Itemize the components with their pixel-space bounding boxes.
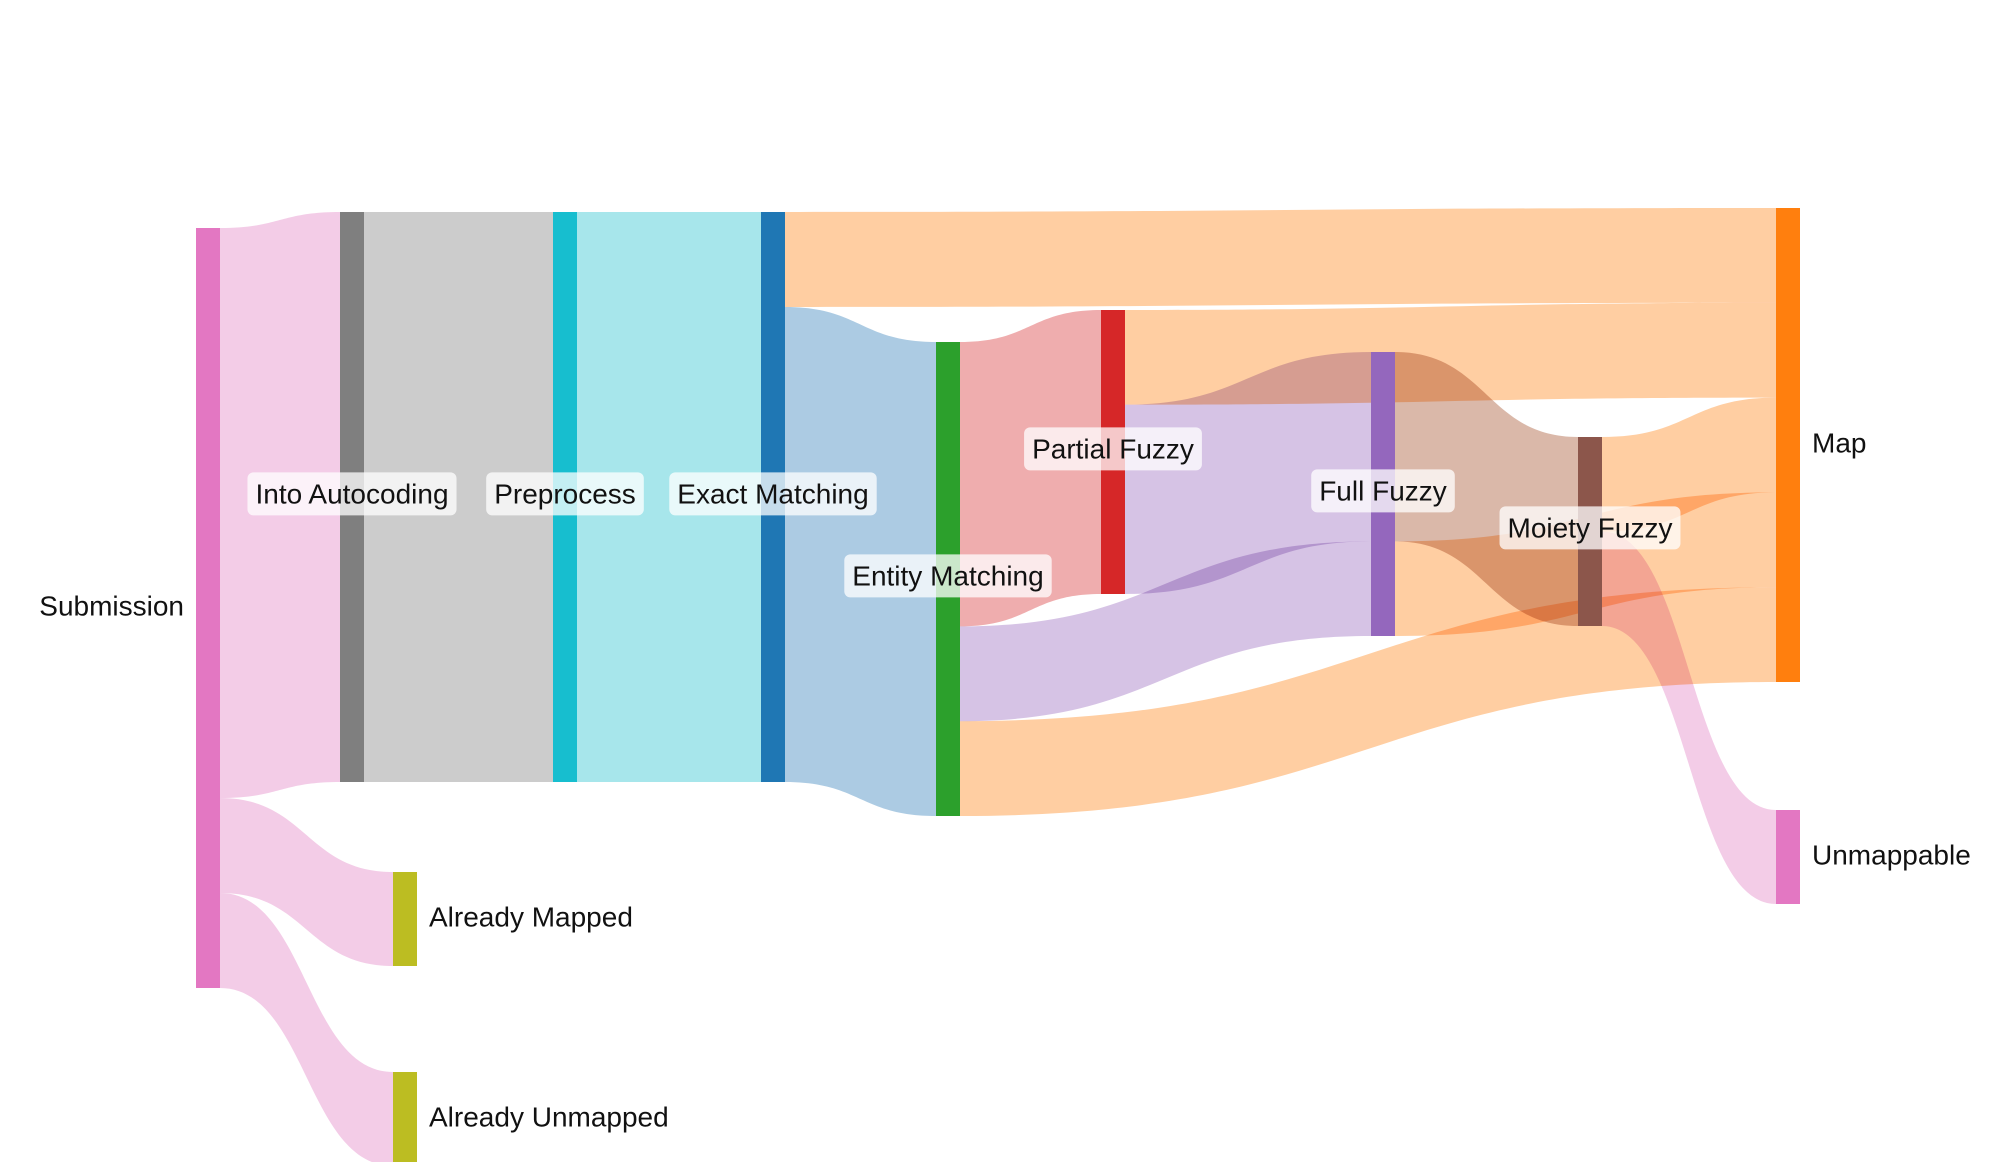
link-exact_matching-to-map[interactable]	[785, 208, 1776, 307]
link-moiety_fuzzy-to-map[interactable]	[1602, 397, 1776, 532]
link-moiety_fuzzy-to-unmappable[interactable]	[1602, 531, 1776, 905]
node-label-entity-matching: Entity Matching	[852, 560, 1043, 591]
node-label-background	[1311, 469, 1455, 513]
node-label-already-mapped: Already Mapped	[429, 901, 633, 932]
node-already-unmapped[interactable]	[393, 1072, 417, 1162]
node-label-background	[1499, 506, 1681, 550]
node-label-partial-fuzzy: Partial Fuzzy	[1032, 433, 1194, 464]
link-partial_fuzzy-to-full_fuzzy[interactable]	[1125, 352, 1371, 594]
sankey-nodes	[196, 208, 1800, 1162]
node-label-unmappable: Unmappable	[1812, 839, 1971, 870]
link-submission-to-already_unmapped[interactable]	[220, 893, 393, 1162]
sankey-links	[220, 208, 1776, 1162]
node-label-moiety-fuzzy: Moiety Fuzzy	[1508, 512, 1673, 543]
node-already-mapped[interactable]	[393, 872, 417, 966]
node-submission[interactable]	[196, 228, 220, 988]
node-label-background	[247, 472, 457, 516]
node-label-background	[486, 472, 644, 516]
link-preprocess-to-exact_matching[interactable]	[577, 212, 761, 782]
node-label-map: Map	[1812, 427, 1866, 458]
node-label-already-unmapped: Already Unmapped	[429, 1101, 669, 1132]
node-label-background	[1024, 427, 1202, 471]
node-unmappable[interactable]	[1776, 810, 1800, 904]
node-label-background	[844, 554, 1052, 598]
node-label-exact-matching: Exact Matching	[677, 478, 868, 509]
link-into_autocoding-to-preprocess[interactable]	[364, 212, 553, 782]
node-label-submission: Submission	[39, 590, 184, 621]
link-entity_matching-to-map[interactable]	[960, 587, 1776, 816]
node-label-preprocess: Preprocess	[494, 478, 636, 509]
node-map[interactable]	[1776, 208, 1800, 682]
node-label-background	[669, 472, 877, 516]
node-label-into-autocoding: Into Autocoding	[255, 478, 448, 509]
sankey-labels: Submission Into Autocoding Already Mapped A…	[39, 427, 1971, 1132]
link-submission-to-already_mapped[interactable]	[220, 798, 393, 966]
link-entity_matching-to-full_fuzzy[interactable]	[960, 541, 1371, 722]
node-label-full-fuzzy: Full Fuzzy	[1319, 475, 1447, 506]
